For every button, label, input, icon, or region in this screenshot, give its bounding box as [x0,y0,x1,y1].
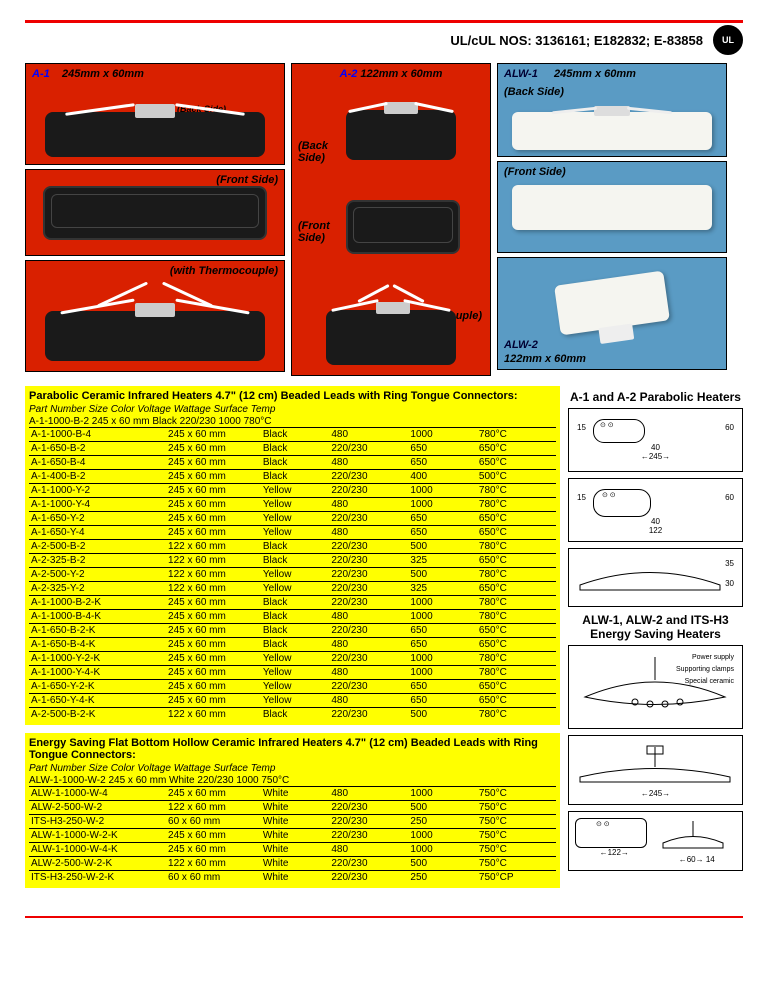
photo-alw2: ALW-2 122mm x 60mm [497,257,727,370]
diagram1-title: A-1 and A-2 Parabolic Heaters [568,390,743,404]
product-photos: A-1 245mm x 60mm (Back Side) (Front Side… [25,63,743,376]
table-row: A-1-400-B-2245 x 60 mmBlack220/230400500… [29,470,556,484]
table-row: A-1-650-Y-2-K245 x 60 mmYellow220/230650… [29,680,556,694]
ul-logo-icon: UL [713,25,743,55]
ul-numbers: UL/cUL NOS: 3136161; E182832; E-83858 [450,33,703,48]
photo-alw1-back: ALW-1 245mm x 60mm (Back Side) [497,63,727,157]
table-row: ITS-H3-250-W-2-K60 x 60 mmWhite220/23025… [29,871,556,885]
table-row: A-1-650-B-2-K245 x 60 mmBlack220/2306506… [29,624,556,638]
diagram2-title: ALW-1, ALW-2 and ITS-H3 Energy Saving He… [568,613,743,641]
table-row: ALW-2-500-W-2122 x 60 mmWhite220/2305007… [29,801,556,815]
table-row: A-1-1000-B-4-K245 x 60 mmBlack4801000780… [29,610,556,624]
table1-rows: A-1-1000-B-4245 x 60 mmBlack4801000780°C… [29,427,556,721]
diagram-a2: 15 ⊙ ⊙ 60 40 122 [568,478,743,542]
photo-a1-front: (Front Side) [25,169,285,256]
photo-a1-back: A-1 245mm x 60mm (Back Side) [25,63,285,165]
diagram-alw-plan: ⊙ ⊙ ←122→ ←60→ 14 [568,811,743,871]
table-row: A-1-1000-B-4245 x 60 mmBlack4801000780°C [29,428,556,442]
table2-title: Energy Saving Flat Bottom Hollow Ceramic… [29,737,556,761]
table-row: A-1-1000-Y-4245 x 60 mmYellow4801000780°… [29,498,556,512]
table-row: A-1-650-B-4-K245 x 60 mmBlack480650650°C [29,638,556,652]
diagram-alw-side: ←245→ [568,735,743,805]
table-row: ALW-2-500-W-2-K122 x 60 mmWhite220/23050… [29,857,556,871]
diagram-alw-iso: Power supply Supporting clamps Special c… [568,645,743,729]
table-row: A-1-650-Y-4-K245 x 60 mmYellow480650650°… [29,694,556,708]
parabolic-table: Parabolic Ceramic Infrared Heaters 4.7" … [25,386,560,725]
table2-subtitle: Part Number Size Color Voltage Wattage S… [29,763,556,774]
photo-a2: A-2 122mm x 60mm (Back Side) (Front Side… [291,63,491,376]
table-row: A-1-650-B-2245 x 60 mmBlack220/230650650… [29,442,556,456]
table1-example: A-1-1000-B-2 245 x 60 mm Black 220/230 1… [29,416,556,427]
table-row: ALW-1-1000-W-2-K245 x 60 mmWhite220/2301… [29,829,556,843]
table-row: A-2-500-B-2122 x 60 mmBlack220/230500780… [29,540,556,554]
table-row: A-1-650-Y-4245 x 60 mmYellow480650650°C [29,526,556,540]
table2-rows: ALW-1-1000-W-4245 x 60 mmWhite4801000750… [29,786,556,884]
table-row: ALW-1-1000-W-4-K245 x 60 mmWhite48010007… [29,843,556,857]
table-row: A-2-325-Y-2122 x 60 mmYellow220/23032565… [29,582,556,596]
table-row: A-1-1000-Y-2-K245 x 60 mmYellow220/23010… [29,652,556,666]
photo-alw1-front: (Front Side) [497,161,727,253]
table-row: ITS-H3-250-W-260 x 60 mmWhite220/2302507… [29,815,556,829]
table-row: A-1-650-B-4245 x 60 mmBlack480650650°C [29,456,556,470]
table-row: A-2-325-B-2122 x 60 mmBlack220/230325650… [29,554,556,568]
energy-saving-table: Energy Saving Flat Bottom Hollow Ceramic… [25,733,560,888]
diagram-profile: 35 30 [568,548,743,607]
table-row: A-1-1000-Y-4-K245 x 60 mmYellow480100078… [29,666,556,680]
table2-example: ALW-1-1000-W-2 245 x 60 mm White 220/230… [29,775,556,786]
diagram-a1: 15 ⊙ ⊙ 60 40 ←245→ [568,408,743,472]
photo-a1-thermo: (with Thermocouple) [25,260,285,372]
table-row: A-2-500-B-2-K122 x 60 mmBlack220/2305007… [29,708,556,722]
table-row: A-1-1000-B-2-K245 x 60 mmBlack220/230100… [29,596,556,610]
table-row: ALW-1-1000-W-4245 x 60 mmWhite4801000750… [29,787,556,801]
table-row: A-2-500-Y-2122 x 60 mmYellow220/23050078… [29,568,556,582]
page-header: UL/cUL NOS: 3136161; E182832; E-83858 UL [25,25,743,55]
table-row: A-1-1000-Y-2245 x 60 mmYellow220/2301000… [29,484,556,498]
table-row: A-1-650-Y-2245 x 60 mmYellow220/23065065… [29,512,556,526]
